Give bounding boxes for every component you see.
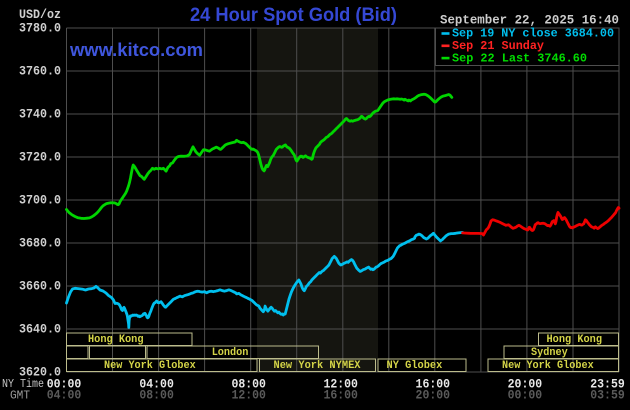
svg-text:GMT: GMT xyxy=(10,389,30,402)
svg-text:3780.0: 3780.0 xyxy=(19,20,61,35)
svg-text:3700.0: 3700.0 xyxy=(19,192,61,207)
svg-text:Sydney: Sydney xyxy=(531,347,568,359)
svg-text:12:00: 12:00 xyxy=(231,387,266,402)
svg-text:3740.0: 3740.0 xyxy=(19,106,61,121)
svg-text:00:00: 00:00 xyxy=(508,387,543,402)
svg-text:New York NYMEX: New York NYMEX xyxy=(274,360,361,372)
svg-text:3760.0: 3760.0 xyxy=(19,63,61,78)
svg-text:16:00: 16:00 xyxy=(323,387,358,402)
svg-text:NY Time: NY Time xyxy=(2,378,44,391)
svg-text:3680.0: 3680.0 xyxy=(19,235,61,250)
svg-text:Sep 22 Last 3746.60: Sep 22 Last 3746.60 xyxy=(452,51,587,65)
svg-text:September 22, 2025 16:40: September 22, 2025 16:40 xyxy=(440,13,619,27)
svg-text:Sep 19 NY close 3684.00: Sep 19 NY close 3684.00 xyxy=(452,27,614,41)
svg-text:3620.0: 3620.0 xyxy=(19,364,61,379)
svg-text:23:59: 23:59 xyxy=(590,376,625,391)
svg-text:00:00: 00:00 xyxy=(47,376,82,391)
svg-text:12:00: 12:00 xyxy=(323,376,358,391)
svg-text:20:00: 20:00 xyxy=(416,387,451,402)
svg-text:3640.0: 3640.0 xyxy=(19,321,61,336)
svg-text:www.kitco.com: www.kitco.com xyxy=(69,40,203,60)
svg-text:Sep 21 Sunday: Sep 21 Sunday xyxy=(452,39,545,53)
svg-text:04:00: 04:00 xyxy=(139,376,174,391)
svg-text:08:00: 08:00 xyxy=(231,376,266,391)
svg-text:NY Globex: NY Globex xyxy=(387,360,443,372)
svg-text:3660.0: 3660.0 xyxy=(19,278,61,293)
svg-text:Hong Kong: Hong Kong xyxy=(88,334,144,346)
svg-text:USD/oz: USD/oz xyxy=(19,7,61,22)
svg-text:04:00: 04:00 xyxy=(47,387,82,402)
svg-text:London: London xyxy=(212,347,249,359)
svg-text:3720.0: 3720.0 xyxy=(19,149,61,164)
svg-text:Hong Kong: Hong Kong xyxy=(547,334,603,346)
svg-text:08:00: 08:00 xyxy=(139,387,174,402)
svg-text:New York Globex: New York Globex xyxy=(104,360,196,372)
svg-text:16:00: 16:00 xyxy=(416,376,451,391)
svg-text:24 Hour Spot Gold (Bid): 24 Hour Spot Gold (Bid) xyxy=(190,5,397,26)
svg-text:New York Globex: New York Globex xyxy=(502,360,594,372)
svg-text:20:00: 20:00 xyxy=(508,376,543,391)
svg-text:03:59: 03:59 xyxy=(590,387,625,402)
